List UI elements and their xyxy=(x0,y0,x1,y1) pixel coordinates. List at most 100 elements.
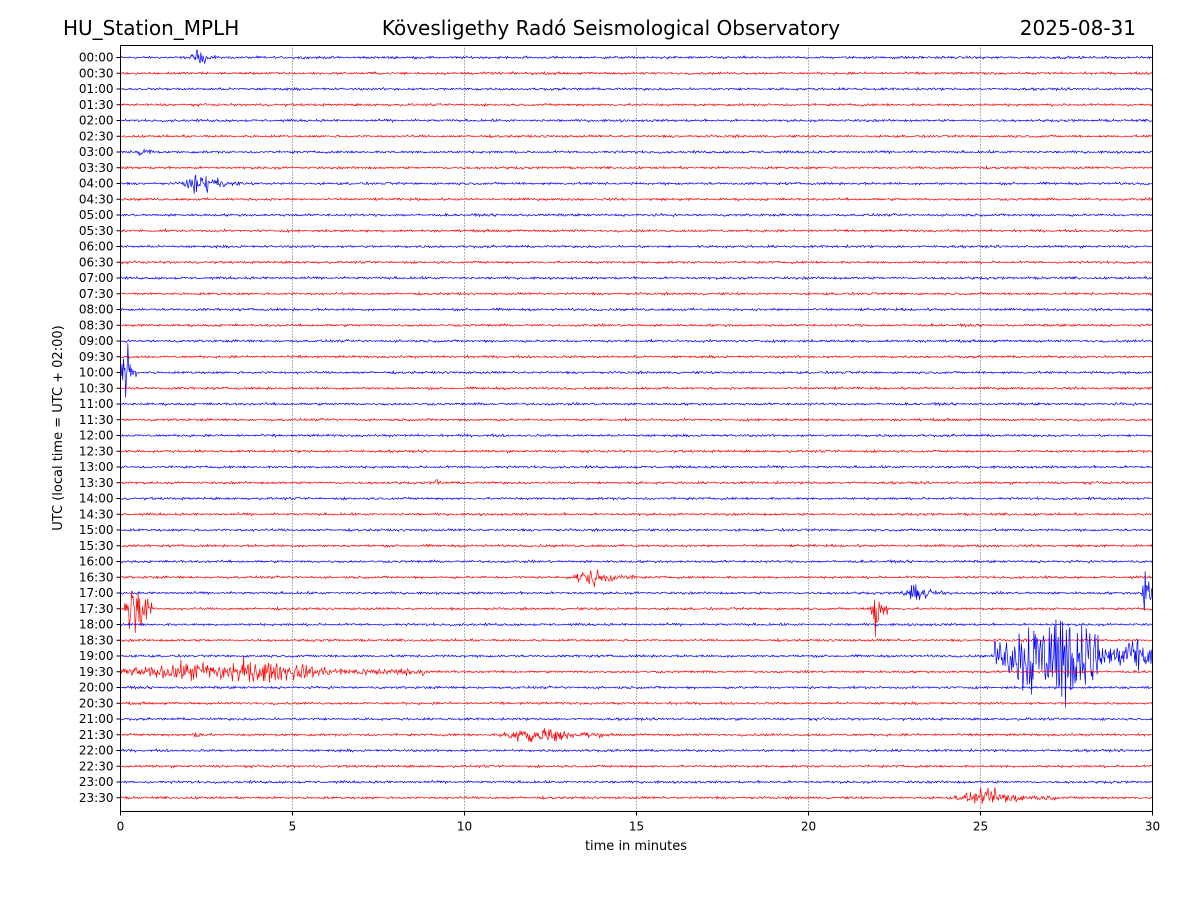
y-tick-label-20: 10:00 xyxy=(79,366,114,380)
y-tick-label-14: 07:00 xyxy=(79,271,114,285)
y-tick-label-27: 13:30 xyxy=(79,476,114,490)
trace-0600 xyxy=(120,244,1153,250)
x-tick-label-0: 0 xyxy=(117,820,125,834)
y-tick-label-45: 22:30 xyxy=(79,759,114,773)
y-tick-label-25: 12:30 xyxy=(79,444,114,458)
x-tick-label-2: 10 xyxy=(457,820,472,834)
y-tick-label-36: 18:00 xyxy=(79,618,114,632)
trace-0500 xyxy=(120,212,1153,218)
y-tick-label-47: 23:30 xyxy=(79,791,114,805)
y-tick-label-13: 06:30 xyxy=(79,255,114,269)
trace-1930 xyxy=(120,656,1153,683)
grid-lines xyxy=(292,45,981,812)
trace-0400 xyxy=(120,174,1153,194)
trace-0230 xyxy=(120,133,1153,139)
trace-1530 xyxy=(120,543,1153,549)
trace-1730 xyxy=(120,590,1153,637)
trace-0800 xyxy=(120,307,1153,312)
y-tick-label-4: 02:00 xyxy=(79,114,114,128)
trace-1500 xyxy=(120,527,1153,533)
y-tick-label-5: 02:30 xyxy=(79,129,114,143)
trace-1030 xyxy=(120,385,1153,391)
y-tick-label-19: 09:30 xyxy=(79,350,114,364)
y-tick-label-26: 13:00 xyxy=(79,460,114,474)
x-tick-label-3: 15 xyxy=(629,820,644,834)
y-tick-label-10: 05:00 xyxy=(79,208,114,222)
trace-2230 xyxy=(120,764,1153,769)
y-tick-label-18: 09:00 xyxy=(79,334,114,348)
trace-1300 xyxy=(120,464,1153,470)
trace-2100 xyxy=(120,716,1153,722)
trace-1830 xyxy=(120,637,1153,643)
x-tick-label-4: 20 xyxy=(801,820,816,834)
trace-0900 xyxy=(120,338,1153,344)
y-tick-label-22: 11:00 xyxy=(79,397,114,411)
y-tick-label-29: 14:30 xyxy=(79,507,114,521)
y-tick-label-42: 21:00 xyxy=(79,712,114,726)
trace-0430 xyxy=(120,196,1153,202)
y-tick-label-28: 14:00 xyxy=(79,492,114,506)
trace-1100 xyxy=(120,401,1153,407)
y-tick-label-38: 19:00 xyxy=(79,649,114,663)
x-axis-ticks: 0 5 10 15 20 25 30 xyxy=(117,811,1160,834)
trace-1630 xyxy=(120,569,1153,588)
date-title: 2025-08-31 xyxy=(1020,16,1136,40)
y-tick-label-16: 08:00 xyxy=(79,303,114,317)
trace-2130 xyxy=(120,727,1153,743)
y-tick-label-44: 22:00 xyxy=(79,744,114,758)
trace-2200 xyxy=(120,748,1153,753)
trace-1400 xyxy=(120,496,1153,501)
y-tick-label-31: 15:30 xyxy=(79,539,114,553)
y-tick-label-0: 00:00 xyxy=(79,51,114,65)
y-tick-label-3: 01:30 xyxy=(79,98,114,112)
x-tick-label-1: 5 xyxy=(289,820,297,834)
station-title: HU_Station_MPLH xyxy=(63,16,239,40)
trace-2030 xyxy=(120,700,1153,706)
trace-0200 xyxy=(120,118,1153,124)
trace-0100 xyxy=(120,86,1153,92)
trace-1800 xyxy=(120,622,1153,628)
trace-0830 xyxy=(120,322,1153,328)
y-tick-label-12: 06:00 xyxy=(79,240,114,254)
x-axis-label: time in minutes xyxy=(585,839,687,854)
y-tick-label-1: 00:30 xyxy=(79,66,114,80)
trace-0700 xyxy=(120,275,1153,281)
trace-0030 xyxy=(120,70,1153,76)
x-tick-label-5: 25 xyxy=(973,820,988,834)
y-tick-label-23: 11:30 xyxy=(79,413,114,427)
y-tick-label-46: 23:00 xyxy=(79,775,114,789)
y-tick-label-30: 15:00 xyxy=(79,523,114,537)
y-tick-label-35: 17:30 xyxy=(79,602,114,616)
trace-1000 xyxy=(120,343,1153,398)
y-tick-label-32: 16:00 xyxy=(79,555,114,569)
trace-0930 xyxy=(120,354,1153,360)
y-tick-label-37: 18:30 xyxy=(79,633,114,647)
y-tick-label-24: 12:00 xyxy=(79,429,114,443)
trace-1230 xyxy=(120,448,1153,454)
y-tick-label-6: 03:00 xyxy=(79,145,114,159)
seismic-traces xyxy=(120,48,1153,805)
trace-1200 xyxy=(120,433,1153,438)
y-tick-label-43: 21:30 xyxy=(79,728,114,742)
trace-1700 xyxy=(120,571,1153,611)
y-tick-label-7: 03:30 xyxy=(79,161,114,175)
y-tick-label-15: 07:30 xyxy=(79,287,114,301)
x-tick-label-6: 30 xyxy=(1145,820,1160,834)
y-tick-label-8: 04:00 xyxy=(79,177,114,191)
y-tick-label-33: 16:30 xyxy=(79,570,114,584)
trace-1130 xyxy=(120,416,1153,423)
y-axis-label: UTC (local time = UTC + 02:00) xyxy=(51,325,66,530)
trace-1430 xyxy=(120,511,1153,517)
y-tick-label-34: 17:00 xyxy=(79,586,114,600)
y-tick-label-9: 04:30 xyxy=(79,192,114,206)
y-tick-label-41: 20:30 xyxy=(79,696,114,710)
y-tick-label-39: 19:30 xyxy=(79,665,114,679)
trace-0000 xyxy=(120,48,1153,65)
y-tick-label-11: 05:30 xyxy=(79,224,114,238)
y-tick-label-2: 01:00 xyxy=(79,82,114,96)
trace-0130 xyxy=(120,102,1153,108)
trace-0530 xyxy=(120,227,1153,234)
y-tick-label-40: 20:00 xyxy=(79,681,114,695)
